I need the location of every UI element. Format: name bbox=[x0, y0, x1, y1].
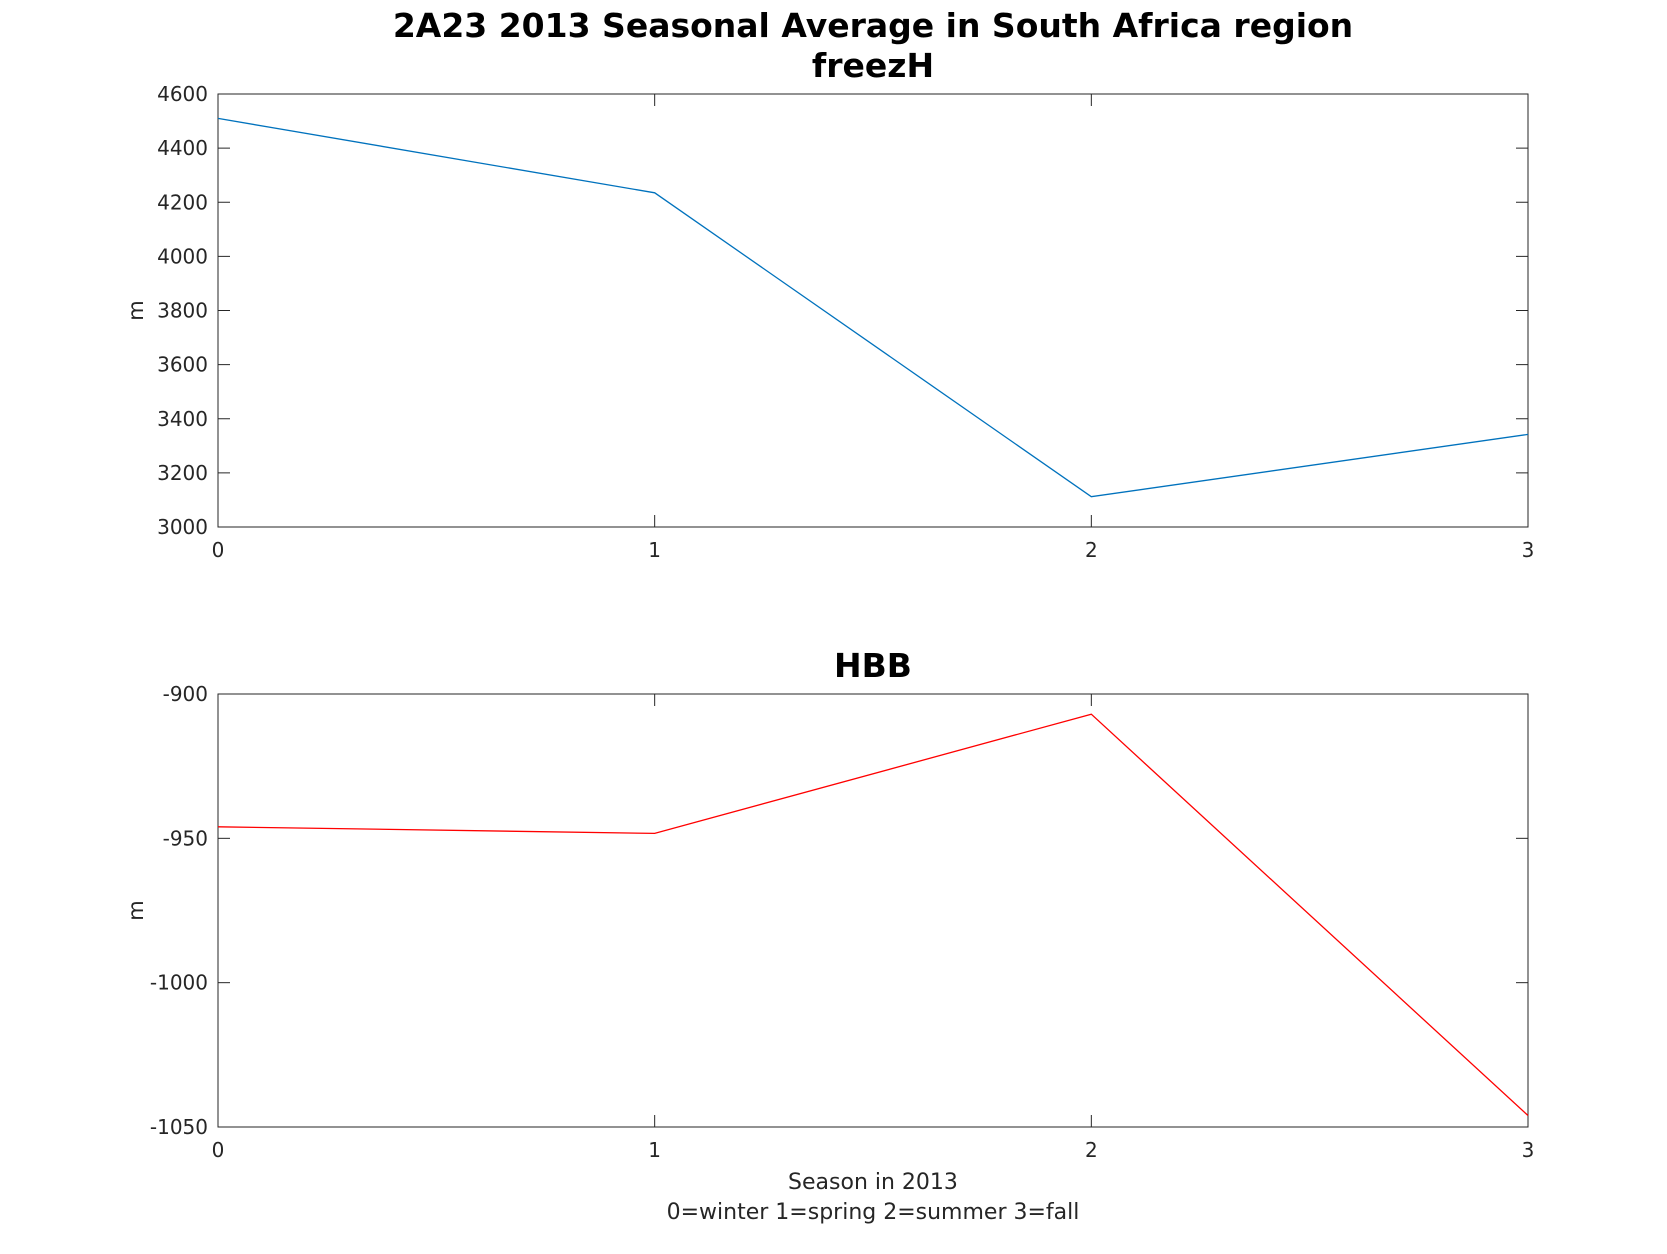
chart-1-series-line bbox=[217, 117, 1529, 498]
chart-1-title: freezH bbox=[812, 46, 934, 85]
chart-1-axes: 0 1 2 3 3000 3200 3400 3600 3800 4000 4200 4400 4600… bbox=[124, 82, 1534, 562]
chart-2-y-tick-label: -1050 bbox=[150, 1115, 208, 1139]
chart-2-title: HBB bbox=[834, 646, 912, 685]
chart-1-y-tick-label: 4600 bbox=[157, 82, 208, 106]
chart-1-y-tick-label: 3400 bbox=[157, 407, 208, 431]
chart-2-y-tick-label: -950 bbox=[163, 826, 208, 850]
chart-2-axes: 0 1 2 3 -1050 -1000 -950 -900 m Season in 2013 0=w… bbox=[124, 682, 1534, 1225]
chart-2-x-tick-label: 3 bbox=[1522, 1138, 1535, 1162]
chart-1-y-tick-label: 3600 bbox=[157, 353, 208, 377]
chart-1-y-tick-label: 3200 bbox=[157, 461, 208, 485]
chart-1-x-tick-label: 2 bbox=[1085, 538, 1098, 562]
chart-1-y-tick-label: 4400 bbox=[157, 136, 208, 160]
chart-2-x-axis-note: 0=winter 1=spring 2=summer 3=fall bbox=[667, 1200, 1080, 1225]
chart-1-x-tick-label: 1 bbox=[648, 538, 661, 562]
figure-title: 2A23 2013 Seasonal Average in South Afri… bbox=[393, 6, 1353, 45]
chart-2-y-tick-label: -900 bbox=[163, 682, 208, 706]
chart-2-x-tick-label: 0 bbox=[212, 1138, 225, 1162]
chart-1-y-axis-label: m bbox=[124, 300, 148, 320]
chart-1-y-tick-label: 4000 bbox=[157, 244, 208, 268]
chart-1-y-tick-label: 3000 bbox=[157, 515, 208, 539]
chart-2-x-tick-label: 2 bbox=[1085, 1138, 1098, 1162]
chart-1-x-tick-label: 0 bbox=[212, 538, 225, 562]
chart-2-series-line bbox=[217, 713, 1529, 1116]
chart-1-y-tick-label: 3800 bbox=[157, 299, 208, 323]
chart-1-y-tick-label: 4200 bbox=[157, 190, 208, 214]
chart-2-x-axis-label: Season in 2013 bbox=[788, 1170, 958, 1195]
chart-2-y-tick-label: -1000 bbox=[150, 971, 208, 995]
chart-2-x-tick-label: 1 bbox=[648, 1138, 661, 1162]
chart-1-plot-area bbox=[217, 93, 1529, 528]
chart-2-plot-area bbox=[217, 693, 1529, 1128]
chart-1-x-tick-label: 3 bbox=[1522, 538, 1535, 562]
chart-2-y-axis-label: m bbox=[124, 900, 148, 920]
